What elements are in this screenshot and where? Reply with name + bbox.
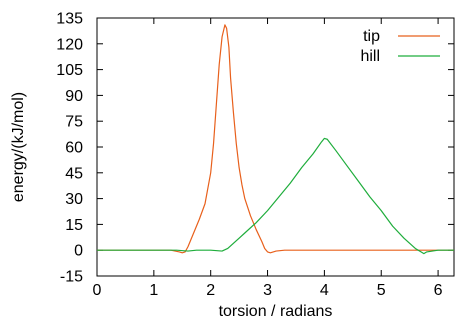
y-tick-label: 60: [65, 140, 83, 157]
y-tick-label: 15: [65, 217, 83, 234]
x-tick-label: 6: [434, 282, 443, 299]
y-tick-label: 75: [65, 114, 83, 131]
y-tick-label: 45: [65, 165, 83, 182]
plot-border: [96, 17, 455, 277]
y-tick-label: 90: [65, 88, 83, 105]
x-axis-title: torsion / radians: [219, 303, 333, 320]
series-line-tip: [97, 24, 454, 254]
y-axis-ticks: -15 0 15 30 45 60 75 90 105 120 135: [56, 11, 454, 286]
legend: tip hill: [360, 28, 440, 65]
y-tick-label: 30: [65, 191, 83, 208]
x-tick-label: 2: [206, 282, 215, 299]
legend-label-tip: tip: [363, 28, 380, 45]
x-tick-label: 0: [93, 282, 102, 299]
y-tick-label: 0: [74, 243, 83, 260]
plot-frame: [96, 17, 455, 277]
y-tick-label: 105: [56, 62, 83, 79]
legend-label-hill: hill: [360, 48, 380, 65]
series-layer: [97, 24, 454, 255]
y-axis-title: energy/(kJ/mol): [10, 92, 27, 202]
x-tick-label: 4: [320, 282, 329, 299]
y-tick-label: 135: [56, 11, 83, 28]
x-tick-label: 3: [263, 282, 272, 299]
x-tick-label: 5: [377, 282, 386, 299]
x-axis-ticks: 0 1 2 3 4 5 6: [93, 18, 443, 299]
y-tick-label: 120: [56, 36, 83, 53]
y-tick-label: -15: [60, 269, 83, 286]
x-tick-label: 1: [149, 282, 158, 299]
series-line-hill: [97, 137, 454, 255]
